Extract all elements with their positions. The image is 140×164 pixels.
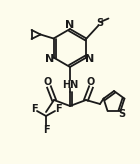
Text: O: O xyxy=(44,77,52,87)
Text: N: N xyxy=(45,53,55,63)
Text: N: N xyxy=(65,20,75,31)
Text: O: O xyxy=(87,77,95,87)
Text: F: F xyxy=(43,125,49,135)
Text: S: S xyxy=(96,19,103,29)
Text: F: F xyxy=(55,104,61,114)
Text: S: S xyxy=(118,109,125,119)
Text: N: N xyxy=(85,53,95,63)
Text: HN: HN xyxy=(62,81,78,91)
Text: F: F xyxy=(31,104,37,114)
